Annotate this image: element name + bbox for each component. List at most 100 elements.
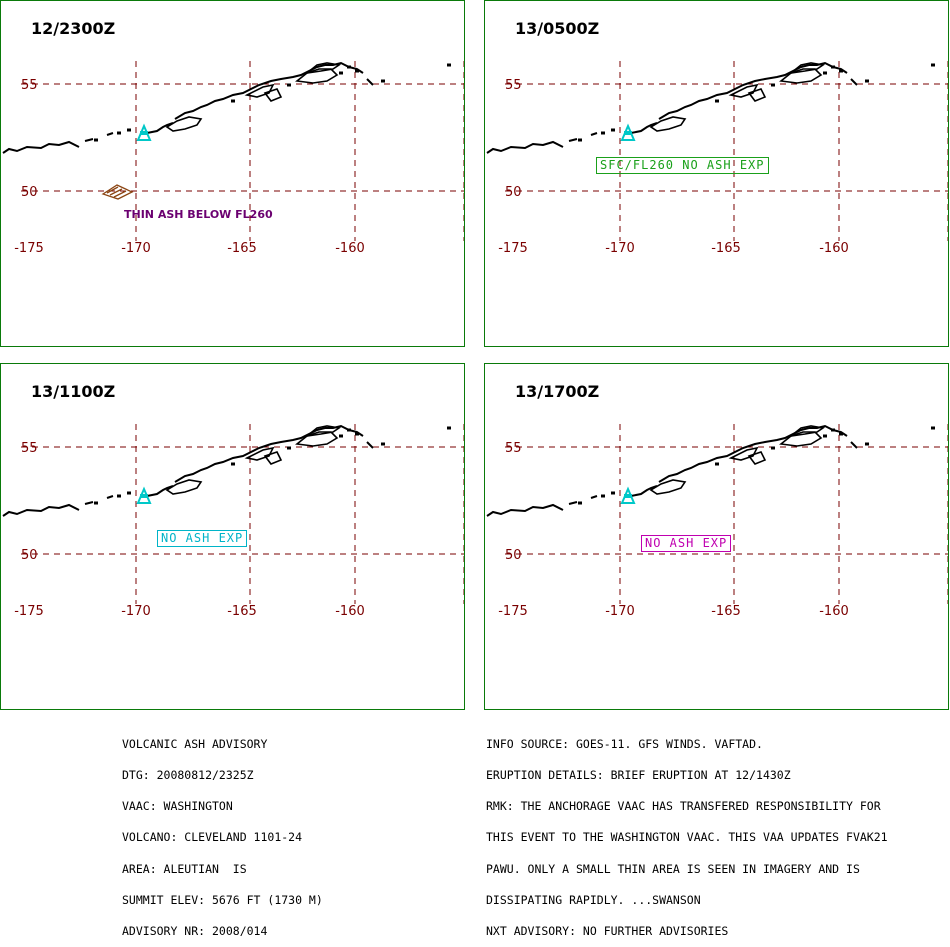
advisory-line: VOLCANO: CLEVELAND 1101-24 — [122, 830, 303, 845]
islet — [865, 79, 869, 83]
islet — [347, 428, 351, 432]
coastline — [486, 61, 858, 154]
map-canvas: 55 50 -175 -170 -165 -160 — [486, 61, 948, 256]
island — [747, 451, 767, 465]
ash-area — [101, 184, 134, 200]
advisory-line: VOLCANIC ASH ADVISORY — [122, 736, 268, 751]
advisory-line: AREA: ALEUTIAN IS — [122, 861, 247, 876]
island — [304, 62, 342, 75]
forecast-label: NO ASH EXP — [157, 530, 248, 547]
islet — [231, 99, 235, 103]
island — [649, 116, 687, 132]
island — [728, 83, 759, 98]
islet — [287, 83, 291, 87]
islet — [839, 69, 843, 73]
lat-label: 55 — [505, 441, 522, 456]
lon-label: -160 — [819, 604, 849, 619]
island — [263, 451, 283, 465]
advisory-line: THIS EVENT TO THE WASHINGTON VAAC. THIS … — [486, 830, 888, 845]
island — [747, 88, 767, 102]
lon-label: -165 — [227, 241, 257, 256]
coastline — [486, 424, 858, 517]
volcano-icon — [620, 486, 636, 504]
islet — [611, 128, 615, 132]
panel-time: 13/1100Z — [31, 382, 116, 401]
coastline — [2, 424, 374, 517]
island — [788, 62, 826, 75]
lon-label: -170 — [121, 604, 151, 619]
lon-label: -170 — [605, 241, 635, 256]
island — [244, 446, 275, 461]
forecast-label: SFC/FL260 NO ASH EXP — [596, 157, 769, 174]
map-panel-3: 55 50 -175 -170 -165 -160 13/1100Z NO ASH EXP — [0, 363, 465, 710]
lat-label: 55 — [505, 78, 522, 93]
lat-label: 50 — [505, 548, 522, 563]
panel-time: 12/2300Z — [31, 19, 116, 38]
lat-label: 50 — [21, 185, 38, 200]
lon-label: -160 — [819, 241, 849, 256]
island — [244, 83, 275, 98]
volcano-icon — [136, 123, 152, 141]
islet — [127, 491, 131, 495]
islet — [601, 494, 605, 498]
lon-label: -165 — [711, 604, 741, 619]
lon-label: -165 — [711, 241, 741, 256]
islet — [839, 432, 843, 436]
lat-label: 50 — [21, 548, 38, 563]
advisory-line: NXT ADVISORY: NO FURTHER ADVISORIES — [486, 924, 729, 939]
island — [304, 425, 342, 438]
island — [649, 479, 687, 495]
lon-label: -175 — [498, 241, 528, 256]
advisory-right: INFO SOURCE: GOES-11. GFS WINDS. VAFTAD.… — [486, 718, 888, 947]
lon-label: -175 — [498, 604, 528, 619]
islet — [339, 434, 343, 438]
advisory-line: VAAC: WASHINGTON — [122, 799, 233, 814]
advisory-line: ERUPTION DETAILS: BRIEF ERUPTION AT 12/1… — [486, 768, 791, 783]
islet — [347, 65, 351, 69]
islet — [381, 442, 385, 446]
lon-label: -175 — [14, 241, 44, 256]
island — [263, 88, 283, 102]
islet — [231, 462, 235, 466]
islet — [127, 128, 131, 132]
islet — [94, 138, 98, 142]
islet — [578, 138, 582, 142]
island — [165, 479, 203, 495]
advisory-line: RMK: THE ANCHORAGE VAAC HAS TRANSFERED R… — [486, 799, 881, 814]
advisory-left: VOLCANIC ASH ADVISORY DTG: 20080812/2325… — [122, 718, 323, 947]
lat-label: 55 — [21, 78, 38, 93]
islet — [715, 462, 719, 466]
island — [788, 425, 826, 438]
island — [728, 446, 759, 461]
volcano-icon — [620, 123, 636, 141]
islet — [865, 442, 869, 446]
advisory-line: SUMMIT ELEV: 5676 FT (1730 M) — [122, 892, 323, 907]
advisory-line: ADVISORY NR: 2008/014 — [122, 924, 268, 939]
islet — [715, 99, 719, 103]
islet — [447, 426, 451, 430]
islet — [931, 63, 935, 67]
lon-label: -165 — [227, 604, 257, 619]
islet — [355, 69, 359, 73]
islet — [339, 71, 343, 75]
forecast-label: NO ASH EXP — [641, 535, 732, 552]
lon-label: -160 — [335, 604, 365, 619]
islet — [823, 71, 827, 75]
volcano-icon — [136, 486, 152, 504]
islet — [611, 491, 615, 495]
islet — [771, 446, 775, 450]
islet — [287, 446, 291, 450]
map-canvas: 55 50 -175 -170 -165 -160 — [2, 61, 464, 256]
islet — [823, 434, 827, 438]
islet — [117, 131, 121, 135]
islet — [601, 131, 605, 135]
coastline — [2, 61, 374, 154]
map-panel-4: 55 50 -175 -170 -165 -160 13/1700Z NO ASH EXP — [484, 363, 949, 710]
lat-label: 50 — [505, 185, 522, 200]
islet — [447, 63, 451, 67]
advisory-line: DTG: 20080812/2325Z — [122, 768, 254, 783]
islet — [381, 79, 385, 83]
lat-label: 55 — [21, 441, 38, 456]
advisory-line: PAWU. ONLY A SMALL THIN AREA IS SEEN IN … — [486, 861, 860, 876]
map-canvas: 55 50 -175 -170 -165 -160 — [486, 424, 948, 619]
